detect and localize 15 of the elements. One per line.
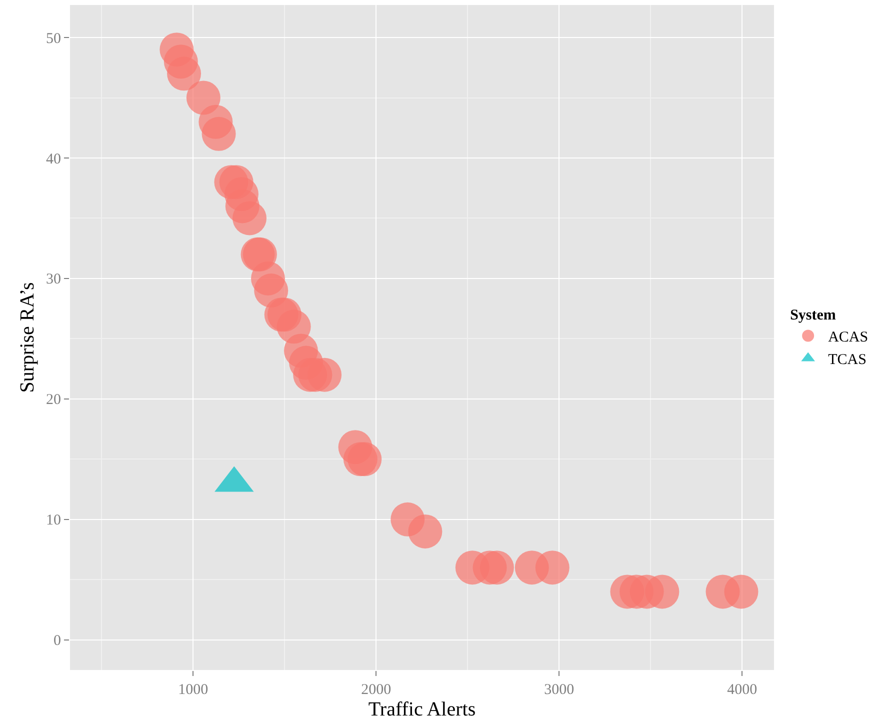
y-axis-title: Surprise RA’s bbox=[16, 282, 38, 393]
y-tick-label: 10 bbox=[46, 512, 61, 529]
x-axis-title: Traffic Alerts bbox=[368, 698, 476, 720]
y-tick-label: 0 bbox=[54, 633, 61, 650]
legend-label: TCAS bbox=[828, 352, 866, 368]
x-tick-label: 2000 bbox=[361, 682, 392, 698]
y-tick-label: 30 bbox=[46, 272, 61, 288]
legend-title: System bbox=[790, 308, 836, 324]
legend-label: ACAS bbox=[828, 330, 868, 346]
x-tick-label: 3000 bbox=[544, 682, 574, 698]
y-tick-label: 50 bbox=[46, 30, 61, 47]
y-tick-label: 20 bbox=[46, 392, 61, 408]
y-tick-label: 40 bbox=[46, 151, 61, 168]
x-tick-label: 4000 bbox=[727, 682, 758, 698]
x-tick-label: 1000 bbox=[178, 682, 208, 698]
